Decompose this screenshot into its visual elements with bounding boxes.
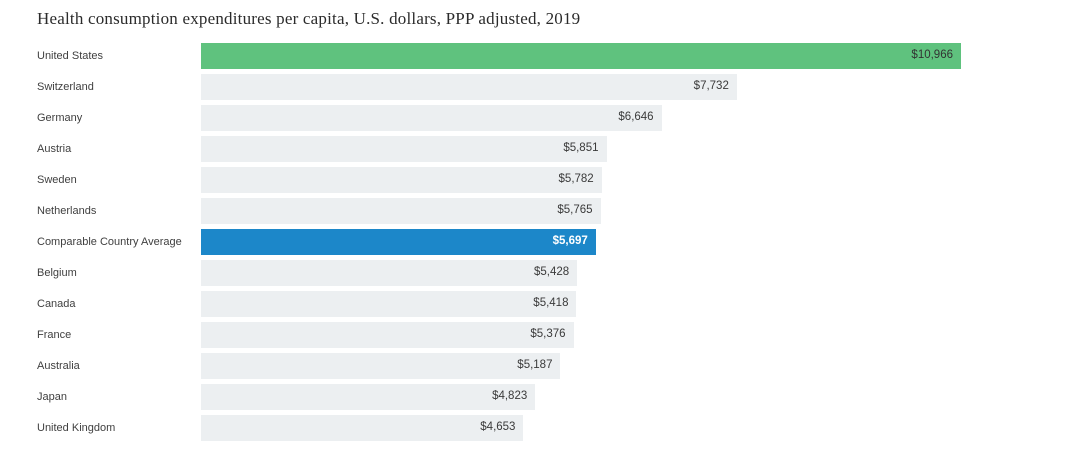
chart-row: Switzerland $7,732: [37, 74, 961, 100]
bar: $4,653: [201, 415, 524, 441]
value-label: $5,697: [552, 235, 588, 248]
category-label: Belgium: [37, 266, 77, 279]
chart-title: Health consumption expenditures per capi…: [37, 9, 581, 28]
value-label: $4,823: [492, 390, 528, 403]
chart-row: Australia $5,187: [37, 353, 961, 379]
category-label: Australia: [37, 359, 80, 372]
bar: $4,823: [201, 384, 536, 410]
chart-row: Japan $4,823: [37, 384, 961, 410]
bar-track: $10,966: [201, 43, 961, 69]
category-label: United Kingdom: [37, 421, 116, 434]
bar: $7,732: [201, 74, 737, 100]
value-label: $5,418: [533, 297, 569, 310]
category-label: Switzerland: [37, 80, 94, 93]
value-label: $5,428: [534, 266, 570, 279]
bar: $10,966: [201, 43, 961, 69]
bar: $5,697: [201, 229, 596, 255]
value-label: $5,376: [530, 328, 566, 341]
bar-track: $5,376: [201, 322, 961, 348]
chart-row: Canada $5,418: [37, 291, 961, 317]
chart-row: United States $10,966: [37, 43, 961, 69]
bar: $6,646: [201, 105, 662, 131]
bar-track: $4,653: [201, 415, 961, 441]
bar-track: $6,646: [201, 105, 961, 131]
category-label: Japan: [37, 390, 67, 403]
bar: $5,376: [201, 322, 574, 348]
value-label: $4,653: [480, 421, 516, 434]
bar-chart: United States $10,966 Switzerland $7,732 Ger…: [37, 43, 961, 446]
category-label: United States: [37, 49, 104, 62]
value-label: $7,732: [693, 80, 729, 93]
bar: $5,765: [201, 198, 601, 224]
chart-row: Sweden $5,782: [37, 167, 961, 193]
category-label: France: [37, 328, 72, 341]
value-label: $5,187: [517, 359, 553, 372]
bar-track: $5,782: [201, 167, 961, 193]
value-label: $5,765: [557, 204, 593, 217]
bar-track: $5,765: [201, 198, 961, 224]
bar-track: $5,428: [201, 260, 961, 286]
chart-row: Netherlands $5,765: [37, 198, 961, 224]
chart-row: Austria $5,851: [37, 136, 961, 162]
category-label: Canada: [37, 297, 76, 310]
chart-row: France $5,376: [37, 322, 961, 348]
value-label: $6,646: [618, 111, 654, 124]
bar: $5,187: [201, 353, 561, 379]
bar-track: $5,697: [201, 229, 961, 255]
bar-track: $5,187: [201, 353, 961, 379]
bar: $5,782: [201, 167, 602, 193]
bar: $5,851: [201, 136, 607, 162]
bar-track: $5,851: [201, 136, 961, 162]
bar: $5,418: [201, 291, 577, 317]
bar-track: $7,732: [201, 74, 961, 100]
category-label: Austria: [37, 142, 72, 155]
category-label: Sweden: [37, 173, 77, 186]
value-label: $5,851: [563, 142, 599, 155]
value-label: $5,782: [558, 173, 594, 186]
category-label: Comparable Country Average: [37, 235, 182, 248]
bar-track: $4,823: [201, 384, 961, 410]
bar-track: $5,418: [201, 291, 961, 317]
value-label: $10,966: [911, 49, 953, 62]
chart-row: United Kingdom $4,653: [37, 415, 961, 441]
chart-row: Comparable Country Average $5,697: [37, 229, 961, 255]
chart-row: Germany $6,646: [37, 105, 961, 131]
chart-row: Belgium $5,428: [37, 260, 961, 286]
bar: $5,428: [201, 260, 578, 286]
category-label: Netherlands: [37, 204, 97, 217]
category-label: Germany: [37, 111, 83, 124]
